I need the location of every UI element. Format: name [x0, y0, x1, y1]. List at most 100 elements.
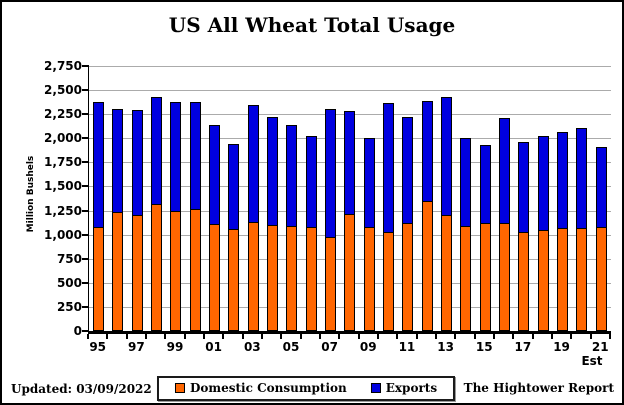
bar-15: [476, 66, 495, 331]
y-tick-mark: [82, 89, 89, 92]
bar-20: [572, 66, 591, 331]
y-tick-mark: [82, 257, 89, 260]
bar-21-exports: [595, 147, 607, 228]
bar-96-exports: [112, 109, 124, 212]
bar-02-exports: [228, 144, 240, 229]
bar-11-exports: [402, 117, 414, 224]
x-tick-mark: [125, 334, 128, 339]
x-tick-label-01: 01: [205, 340, 222, 354]
bar-97-exports: [131, 109, 143, 216]
x-tick-label-02: [223, 340, 242, 354]
domestic-swatch-icon: [174, 383, 185, 393]
x-tick-label-05: 05: [282, 340, 300, 354]
bar-19: [553, 66, 572, 331]
x-tick-mark: [473, 334, 476, 339]
bar-04-exports: [267, 117, 279, 225]
x-tick-label-10: [378, 340, 397, 354]
plot-area: [82, 65, 611, 334]
bar-12-exports: [421, 100, 433, 202]
x-tick-mark: [512, 334, 515, 339]
x-tick-label-98: [146, 340, 165, 354]
x-tick-mark: [454, 334, 457, 339]
bar-07-domestic: [325, 236, 337, 331]
x-tick-label-00: [185, 340, 204, 354]
bar-11: [398, 66, 417, 331]
bar-13-domestic: [441, 215, 453, 331]
y-tick-mark: [82, 113, 89, 116]
y-tick-mark: [82, 330, 89, 332]
x-tick-mark: [280, 334, 283, 339]
y-tick-mark: [82, 65, 89, 67]
y-tick-mark: [82, 233, 89, 236]
bar-00-domestic: [189, 208, 201, 331]
x-tick-label-15: 15: [475, 340, 493, 354]
source-attribution: The Hightower Report: [463, 381, 614, 395]
x-tick-mark: [202, 334, 205, 339]
bar-01: [205, 66, 224, 331]
x-tick-label-08: [339, 340, 358, 354]
bar-09-exports: [363, 138, 375, 228]
x-tick-mark: [164, 334, 167, 339]
y-tick-label-2,750: 2,750: [44, 59, 82, 73]
bar-03: [244, 66, 263, 331]
bar-17: [514, 66, 533, 331]
legend-label-exports: Exports: [385, 381, 438, 395]
x-tick-label-16: [494, 340, 513, 354]
bar-19-exports: [557, 131, 569, 229]
bar-07: [321, 66, 340, 331]
bar-97: [128, 66, 147, 331]
y-tick-mark: [82, 137, 89, 140]
y-tick-mark: [82, 161, 89, 164]
bar-16-domestic: [499, 222, 511, 331]
x-tick-mark: [550, 334, 553, 339]
bar-01-domestic: [209, 224, 221, 331]
bar-06: [302, 66, 321, 331]
x-tick-mark: [87, 334, 89, 339]
bar-17-domestic: [518, 232, 530, 331]
bar-04: [263, 66, 282, 331]
bar-11-domestic: [402, 223, 414, 331]
bar-08-domestic: [344, 213, 356, 331]
bar-99-exports: [170, 102, 182, 211]
y-tick-label-2,250: 2,250: [44, 107, 82, 122]
x-tick-label-96: [107, 340, 126, 354]
bar-99: [166, 66, 185, 331]
bar-01-exports: [209, 124, 221, 225]
bar-10-exports: [383, 102, 395, 233]
x-tick-mark: [183, 334, 186, 339]
y-tick-label-500: 500: [56, 275, 82, 290]
bar-12: [418, 66, 437, 331]
x-tick-label-95: 95: [89, 340, 107, 354]
bar-98-domestic: [151, 203, 163, 331]
bar-16: [495, 66, 514, 331]
x-tick-mark: [299, 334, 302, 339]
bar-95: [89, 66, 108, 331]
bar-08: [340, 66, 359, 331]
x-tick-label-97: 97: [127, 340, 145, 354]
bar-10-domestic: [383, 232, 395, 331]
x-tick-label-20: [571, 340, 590, 354]
bar-09: [360, 66, 379, 331]
bar-series: [89, 66, 611, 331]
bar-18-domestic: [537, 229, 549, 331]
bar-03-exports: [247, 104, 259, 223]
x-tick-label-04: [262, 340, 281, 354]
y-tick-mark: [82, 185, 89, 188]
y-tick-label-2,500: 2,500: [44, 83, 82, 98]
x-tick-label-09: 09: [359, 340, 377, 354]
x-tick-mark: [531, 334, 534, 339]
x-tick-mark: [609, 334, 611, 339]
x-tick-label-11: 11: [398, 340, 416, 354]
x-tick-mark: [493, 334, 495, 339]
bar-06-domestic: [305, 227, 317, 331]
bar-00-exports: [189, 101, 201, 209]
bar-99-domestic: [170, 210, 182, 331]
x-tick-mark: [318, 334, 321, 339]
bar-16-exports: [499, 118, 511, 223]
legend-item-exports: Exports: [370, 381, 438, 395]
bar-18: [534, 66, 553, 331]
y-tick-label-0: 0: [73, 324, 82, 338]
bar-98: [147, 66, 166, 331]
bar-04-domestic: [267, 225, 279, 331]
x-tick-mark: [260, 334, 263, 339]
